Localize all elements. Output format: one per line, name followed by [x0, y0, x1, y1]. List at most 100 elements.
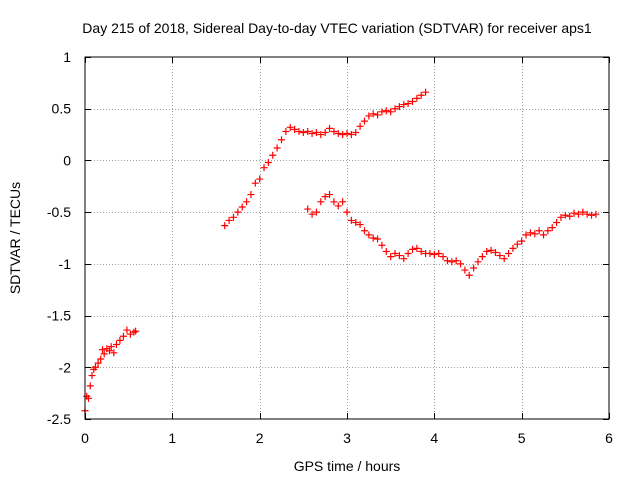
data-point-segment-3	[505, 250, 513, 258]
data-point-segment-2	[286, 123, 294, 131]
data-point-segment-3	[518, 237, 526, 245]
data-point-segment-3	[592, 210, 600, 218]
data-point-segment-3	[452, 257, 460, 265]
data-point-segment-3	[343, 208, 351, 216]
data-point-segment-2	[417, 91, 425, 99]
data-point-segment-2	[356, 122, 364, 130]
data-point-segment-2	[229, 213, 237, 221]
data-point-segment-2	[391, 105, 399, 113]
data-point-segment-2	[334, 130, 342, 138]
data-point-segment-3	[391, 250, 399, 258]
data-point-segment-3	[496, 252, 504, 260]
data-point-segment-3	[531, 230, 539, 238]
data-point-segment-2	[278, 136, 285, 144]
grid	[85, 57, 609, 419]
x-tick-label: 2	[256, 430, 264, 446]
data-point-segment-2	[221, 222, 229, 230]
data-point-segment-1	[98, 346, 106, 354]
data-points	[81, 88, 600, 415]
data-point-segment-3	[574, 210, 582, 218]
y-tick-label: -1.5	[47, 308, 71, 324]
chart-title: Day 215 of 2018, Sidereal Day-to-day VTE…	[82, 20, 592, 36]
data-point-segment-3	[426, 250, 434, 258]
data-point-segment-3	[387, 253, 395, 261]
data-point-segment-3	[409, 245, 416, 253]
data-point-segment-1	[107, 343, 115, 351]
data-point-segment-1	[116, 336, 124, 344]
data-point-segment-2	[282, 127, 290, 135]
data-point-segment-3	[509, 244, 517, 252]
data-point-segment-1	[112, 341, 120, 349]
data-point-segment-3	[557, 213, 565, 221]
y-tick-label: -1	[59, 256, 72, 272]
data-point-segment-2	[343, 130, 351, 138]
data-point-segment-2	[273, 144, 281, 152]
data-point-segment-3	[317, 198, 325, 206]
data-point-segment-3	[378, 241, 386, 249]
data-point-segment-3	[465, 271, 473, 279]
data-point-segment-3	[374, 235, 382, 243]
data-point-segment-2	[404, 100, 412, 108]
data-point-segment-3	[395, 252, 403, 260]
data-point-segment-1	[86, 382, 94, 390]
data-point-segment-3	[588, 211, 596, 219]
data-point-segment-3	[579, 208, 587, 216]
x-tick-label: 1	[168, 430, 176, 446]
data-point-segment-3	[334, 202, 342, 210]
data-point-segment-3	[443, 257, 451, 265]
data-point-segment-2	[387, 108, 395, 116]
data-point-segment-2	[304, 127, 312, 135]
data-point-segment-2	[339, 131, 347, 139]
data-point-segment-3	[365, 231, 373, 239]
data-point-segment-2	[409, 97, 416, 105]
data-point-segment-2	[360, 117, 368, 125]
data-point-segment-2	[326, 124, 334, 132]
data-point-segment-3	[369, 234, 377, 242]
data-point-segment-2	[413, 94, 421, 102]
data-point-segment-3	[330, 198, 338, 206]
data-point-segment-3	[566, 212, 574, 220]
data-point-segment-1	[100, 350, 108, 358]
data-point-segment-3	[304, 205, 312, 213]
data-point-segment-2	[400, 101, 408, 109]
data-point-segment-2	[299, 129, 307, 137]
data-point-segment-2	[256, 175, 264, 183]
data-point-segment-2	[422, 88, 430, 96]
data-point-segment-2	[317, 131, 325, 139]
data-point-segment-3	[308, 210, 316, 218]
data-point-segment-3	[457, 260, 465, 268]
data-point-segment-3	[435, 250, 443, 258]
data-point-segment-3	[570, 209, 578, 217]
data-point-segment-2	[269, 151, 277, 159]
data-point-segment-2	[291, 125, 299, 133]
data-point-segment-3	[513, 240, 521, 248]
data-point-segment-3	[439, 253, 447, 261]
data-point-segment-3	[448, 258, 456, 266]
data-point-segment-3	[540, 231, 547, 239]
data-point-segment-3	[491, 248, 499, 256]
x-tick-label: 3	[343, 430, 351, 446]
data-point-segment-3	[548, 224, 556, 232]
data-point-segment-3	[326, 191, 334, 199]
data-point-segment-2	[260, 164, 268, 172]
data-point-segment-1	[94, 359, 102, 367]
data-point-segment-3	[500, 255, 508, 263]
y-tick-label: -2.5	[47, 411, 71, 427]
data-point-segment-1	[88, 372, 96, 380]
x-tick-label: 0	[81, 430, 89, 446]
data-point-segment-1	[97, 355, 105, 363]
data-point-segment-3	[321, 193, 329, 201]
data-point-segment-1	[123, 326, 131, 334]
y-tick-label: -2	[59, 359, 72, 375]
x-tick-label: 5	[518, 430, 526, 446]
data-point-segment-3	[522, 231, 530, 239]
data-point-segment-3	[483, 247, 491, 255]
data-point-segment-3	[400, 255, 408, 263]
data-point-segment-1	[110, 349, 118, 357]
data-point-segment-3	[561, 211, 569, 219]
data-point-segment-2	[330, 127, 338, 135]
data-point-segment-2	[321, 129, 329, 137]
data-point-segment-3	[312, 208, 320, 216]
data-point-segment-3	[526, 229, 534, 237]
